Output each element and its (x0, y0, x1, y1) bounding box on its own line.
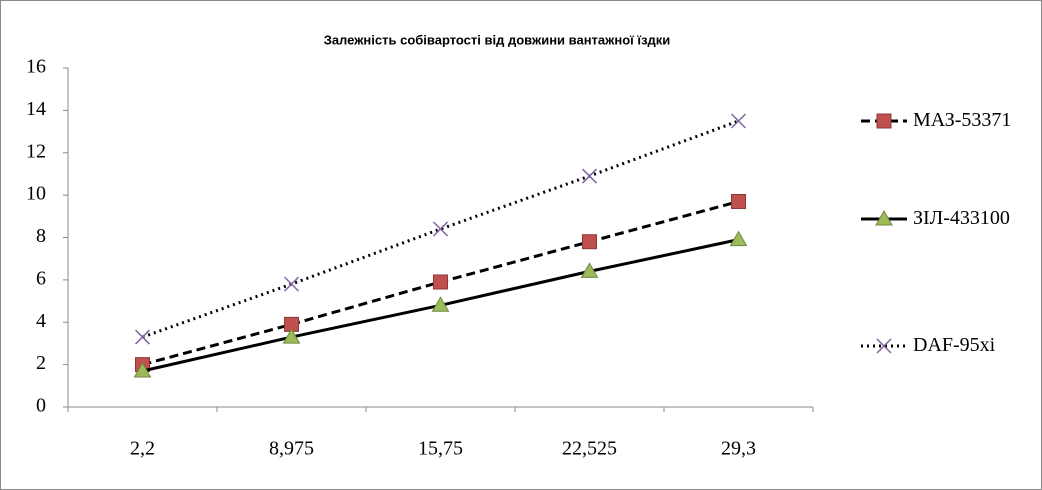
marker (730, 113, 747, 129)
series-line (141, 119, 740, 339)
y-tick-label: 16 (26, 56, 46, 78)
y-tick-label: 8 (36, 225, 46, 247)
y-tick-label: 4 (36, 310, 46, 332)
marker (731, 193, 746, 209)
y-tick-label: 0 (36, 395, 46, 417)
x-tick-label: 2,2 (130, 438, 155, 460)
marker (432, 221, 449, 237)
x-tick-label: 29,3 (721, 438, 756, 460)
legend-label: DAF-95xi (913, 334, 996, 356)
x-tick-label: 8,975 (269, 438, 314, 460)
marker (729, 230, 748, 247)
marker (282, 328, 301, 344)
marker (433, 274, 448, 290)
marker (283, 276, 300, 292)
marker (581, 168, 598, 184)
marker (875, 209, 893, 226)
legend-label: ЗІЛ-433100 (913, 207, 1010, 229)
marker (580, 262, 599, 278)
y-tick-label: 12 (26, 140, 46, 162)
marker (134, 329, 151, 345)
y-tick-label: 2 (36, 352, 46, 374)
y-tick-label: 10 (26, 183, 46, 205)
y-tick-label: 6 (36, 267, 46, 289)
legend-label: МАЗ-53371 (913, 109, 1012, 131)
y-tick-label: 14 (26, 98, 46, 120)
marker (876, 338, 892, 354)
marker (876, 113, 892, 129)
marker (582, 234, 597, 250)
x-tick-label: 15,75 (418, 438, 463, 460)
marker (133, 361, 152, 378)
x-tick-label: 22,525 (562, 438, 617, 460)
marker (431, 296, 450, 312)
chart-title: Залежність собівартості від довжини вант… (324, 32, 671, 47)
